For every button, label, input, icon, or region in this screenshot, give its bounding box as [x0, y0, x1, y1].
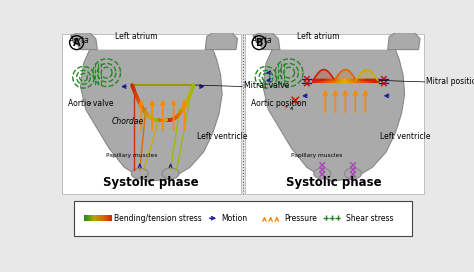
Polygon shape — [71, 33, 97, 50]
Ellipse shape — [314, 168, 331, 179]
Polygon shape — [388, 33, 420, 50]
Text: Left ventricle: Left ventricle — [380, 132, 430, 141]
Bar — [88, 215, 89, 221]
Bar — [83, 215, 84, 221]
Text: Aortic valve: Aortic valve — [68, 99, 114, 108]
Bar — [92, 215, 93, 221]
Ellipse shape — [131, 168, 148, 179]
Text: Shear stress: Shear stress — [346, 214, 393, 223]
Text: Papillary muscles: Papillary muscles — [291, 153, 343, 158]
Text: Papillary muscles: Papillary muscles — [106, 153, 158, 158]
Bar — [91, 215, 92, 221]
Bar — [84, 215, 85, 221]
Text: Left ventricle: Left ventricle — [198, 132, 248, 141]
Text: Pressure: Pressure — [284, 214, 318, 223]
Text: Systolic phase: Systolic phase — [286, 176, 382, 189]
Bar — [97, 215, 98, 221]
Bar — [106, 215, 107, 221]
Text: B: B — [255, 38, 263, 48]
Bar — [85, 215, 87, 221]
Polygon shape — [263, 50, 405, 181]
Text: A: A — [73, 38, 81, 48]
Ellipse shape — [345, 168, 362, 179]
Bar — [87, 215, 88, 221]
Bar — [98, 215, 99, 221]
Polygon shape — [205, 33, 237, 50]
Polygon shape — [81, 50, 222, 181]
Text: Systolic phase: Systolic phase — [103, 176, 199, 189]
Bar — [99, 215, 100, 221]
Bar — [96, 215, 97, 221]
Text: Aorta: Aorta — [69, 36, 90, 45]
Bar — [62, 34, 241, 194]
Text: Mitral valve: Mitral valve — [244, 81, 289, 90]
Bar — [109, 215, 110, 221]
Bar — [105, 215, 106, 221]
Text: Chordae: Chordae — [111, 116, 144, 125]
Bar — [108, 215, 109, 221]
Bar — [107, 215, 108, 221]
Bar — [90, 215, 91, 221]
Bar — [102, 215, 103, 221]
Text: Bending/tension stress: Bending/tension stress — [114, 214, 201, 223]
Bar — [245, 34, 424, 194]
Bar — [101, 215, 102, 221]
Ellipse shape — [162, 168, 179, 179]
Bar — [103, 215, 105, 221]
Text: Aorta: Aorta — [251, 36, 272, 45]
Text: Aortic position: Aortic position — [251, 99, 306, 108]
Text: Left atrium: Left atrium — [115, 32, 157, 41]
Polygon shape — [253, 33, 280, 50]
Bar — [100, 215, 101, 221]
Bar — [89, 215, 90, 221]
Text: Left atrium: Left atrium — [297, 32, 340, 41]
Bar — [110, 215, 111, 221]
Bar — [94, 215, 96, 221]
Bar — [93, 215, 94, 221]
Text: Motion: Motion — [221, 214, 247, 223]
Text: Mitral position: Mitral position — [426, 77, 474, 86]
Bar — [74, 200, 411, 236]
